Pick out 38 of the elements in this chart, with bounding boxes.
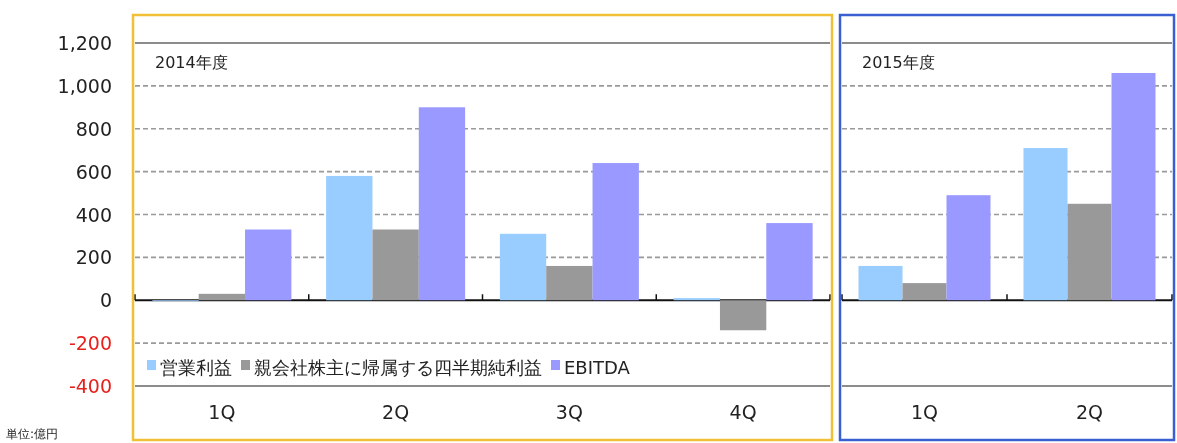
bar: [499, 233, 547, 301]
bar: [592, 163, 639, 301]
bar: [858, 265, 903, 301]
bar: [766, 223, 813, 301]
y-tick-label: -200: [68, 332, 112, 355]
y-tick-label: 400: [75, 203, 112, 226]
bar: [418, 107, 466, 301]
x-tick-label: 4Q: [729, 401, 757, 423]
bar: [946, 195, 991, 301]
bar: [198, 293, 246, 301]
bar: [372, 229, 419, 301]
y-tick-label: 800: [75, 117, 112, 140]
legend-label: 親会社株主に帰属する四半期純利益: [254, 357, 542, 378]
legend-label: EBITDA: [564, 357, 631, 378]
bar: [1023, 148, 1068, 301]
text: 単位:億円: [6, 427, 59, 441]
x-tick-label: 3Q: [555, 401, 583, 423]
y-tick-label: 600: [75, 160, 112, 183]
text: 2015年度: [862, 53, 935, 72]
bar: [245, 229, 292, 301]
bar: [902, 283, 947, 301]
y-tick-label: 0: [99, 289, 112, 312]
text: 2014年度: [155, 53, 228, 72]
y-tick-label: -400: [68, 375, 112, 397]
y-tick-label: 1,000: [57, 74, 112, 97]
x-tick-label: 1Q: [208, 401, 236, 423]
bar: [1067, 203, 1112, 301]
x-tick-label: 2Q: [382, 401, 410, 423]
x-tick-label: 1Q: [910, 401, 939, 423]
y-tick-label: 1,200: [57, 32, 112, 54]
legend-label: 営業利益: [160, 357, 232, 378]
bar: [673, 298, 720, 301]
bar: [719, 300, 767, 331]
y-tick-label: 200: [75, 246, 112, 269]
bar: [1111, 73, 1156, 301]
bar: [326, 175, 373, 301]
bar: [546, 265, 593, 301]
x-tick-label: 2Q: [1075, 401, 1104, 423]
